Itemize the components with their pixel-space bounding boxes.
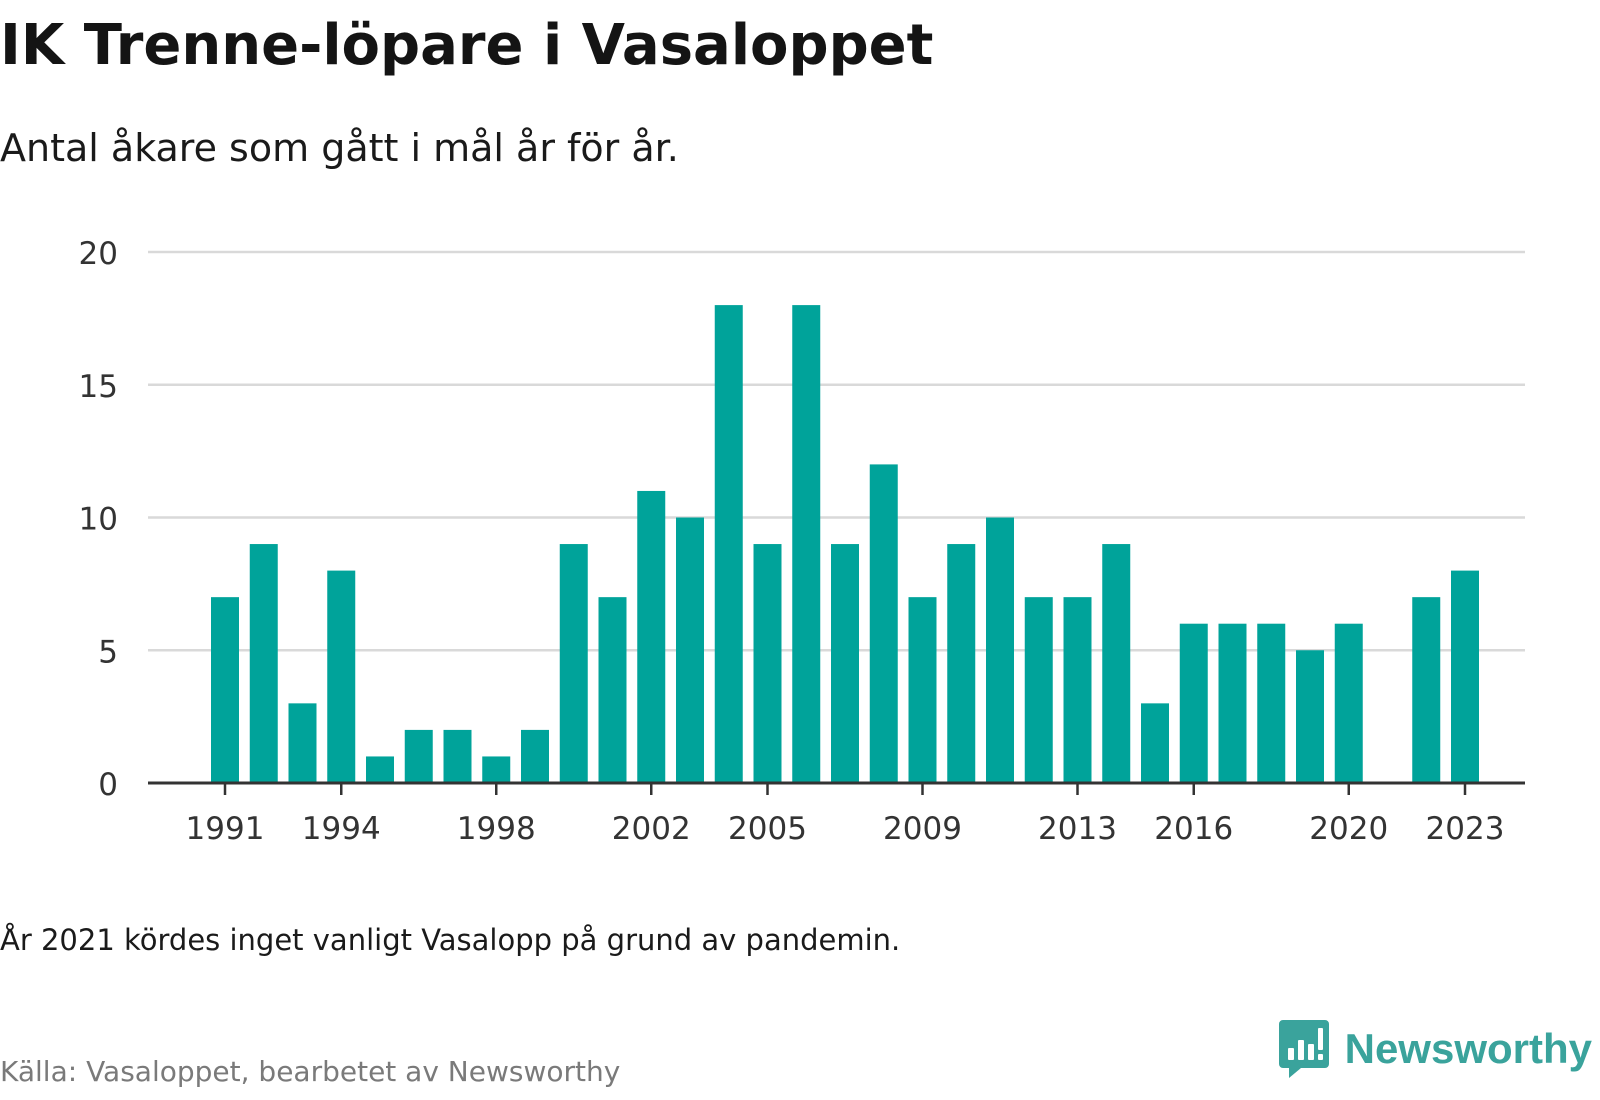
bar-2015 [1141, 703, 1169, 783]
x-tick-label: 1991 [186, 811, 265, 847]
bar-2018 [1257, 623, 1286, 783]
x-tick-label: 2016 [1154, 811, 1233, 847]
chart-title: IK Trenne-löpare i Vasaloppet [0, 13, 934, 78]
x-tick-label: 2013 [1038, 811, 1117, 847]
bar-2022 [1412, 597, 1441, 783]
bar-2000 [559, 544, 588, 783]
bar-2010 [947, 544, 976, 783]
y-tick-label: 0 [98, 767, 118, 803]
bar-1994 [327, 570, 356, 783]
x-tick-label: 1998 [457, 811, 536, 847]
x-axis: 1991 1994 1998 2002 2005 2009 2013 2016 2020 2023 [148, 781, 1525, 847]
source-credit: Källa: Vasaloppet, bearbetet av Newswort… [0, 1055, 621, 1088]
bar-2009 [908, 597, 937, 783]
chart-note: År 2021 kördes inget vanligt Vasalopp på… [0, 923, 901, 957]
bar-2014 [1102, 544, 1131, 783]
x-tick-label: 2020 [1309, 811, 1388, 847]
bar-2007 [831, 544, 859, 783]
bar-2020 [1334, 623, 1363, 783]
bar-chart: 0 5 10 15 20 1991 1994 1998 2002 2005 2009 2013 201… [79, 236, 1525, 847]
bars [211, 305, 1479, 783]
bar-2005 [753, 544, 782, 783]
bar-2012 [1024, 597, 1053, 783]
bar-1991 [211, 597, 239, 783]
bar-2001 [598, 597, 627, 783]
bar-2008 [869, 464, 898, 783]
y-tick-label: 15 [79, 369, 118, 405]
bar-1999 [521, 729, 549, 783]
bar-1995 [366, 756, 394, 783]
bar-2002 [637, 490, 666, 783]
y-tick-label: 5 [98, 634, 118, 670]
bar-2019 [1296, 650, 1324, 783]
bar-2016 [1179, 623, 1208, 783]
bar-1997 [443, 729, 472, 783]
y-tick-label: 10 [79, 502, 118, 538]
x-tick-label: 1994 [302, 811, 381, 847]
bar-1992 [249, 544, 278, 783]
bar-2003 [676, 517, 704, 783]
chart-subtitle: Antal åkare som gått i mål år för år. [0, 126, 679, 170]
y-axis: 0 5 10 15 20 [79, 236, 118, 803]
y-tick-label: 20 [79, 236, 118, 272]
newsworthy-logo-icon [1278, 1020, 1329, 1078]
brand-name: Newsworthy [1344, 1025, 1592, 1072]
x-tick-label: 2002 [612, 811, 691, 847]
x-tick-label: 2009 [883, 811, 962, 847]
newsworthy-logo: Newsworthy [1278, 1020, 1592, 1078]
x-tick-label: 2005 [728, 811, 807, 847]
bar-2013 [1063, 597, 1092, 783]
bar-1996 [404, 729, 433, 783]
bar-1998 [482, 756, 511, 783]
bar-2011 [986, 517, 1014, 783]
bar-2006 [792, 305, 821, 783]
x-tick-label: 2023 [1426, 811, 1505, 847]
bar-1993 [288, 703, 317, 783]
bar-2004 [714, 305, 743, 783]
bar-2017 [1218, 623, 1247, 783]
bar-2023 [1451, 570, 1479, 783]
